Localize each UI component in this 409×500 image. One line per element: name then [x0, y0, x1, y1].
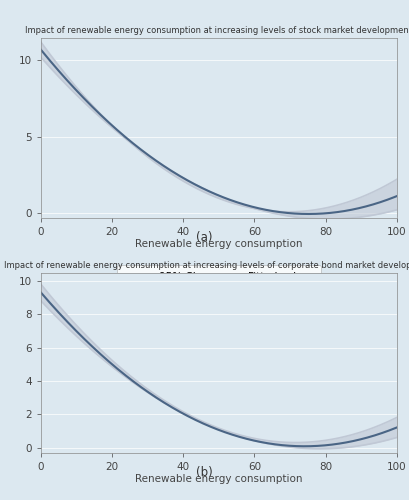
Title: Impact of renewable energy consumption at increasing levels of corporate bond ma: Impact of renewable energy consumption a… — [4, 262, 409, 270]
Title: Impact of renewable energy consumption at increasing levels of stock market deve: Impact of renewable energy consumption a… — [25, 26, 409, 36]
Legend: 95% CI, Fitted values: 95% CI, Fitted values — [117, 266, 321, 288]
X-axis label: Renewable energy consumption: Renewable energy consumption — [135, 474, 303, 484]
Text: (a): (a) — [196, 231, 213, 244]
X-axis label: Renewable energy consumption: Renewable energy consumption — [135, 240, 303, 250]
Text: (b): (b) — [196, 466, 213, 479]
